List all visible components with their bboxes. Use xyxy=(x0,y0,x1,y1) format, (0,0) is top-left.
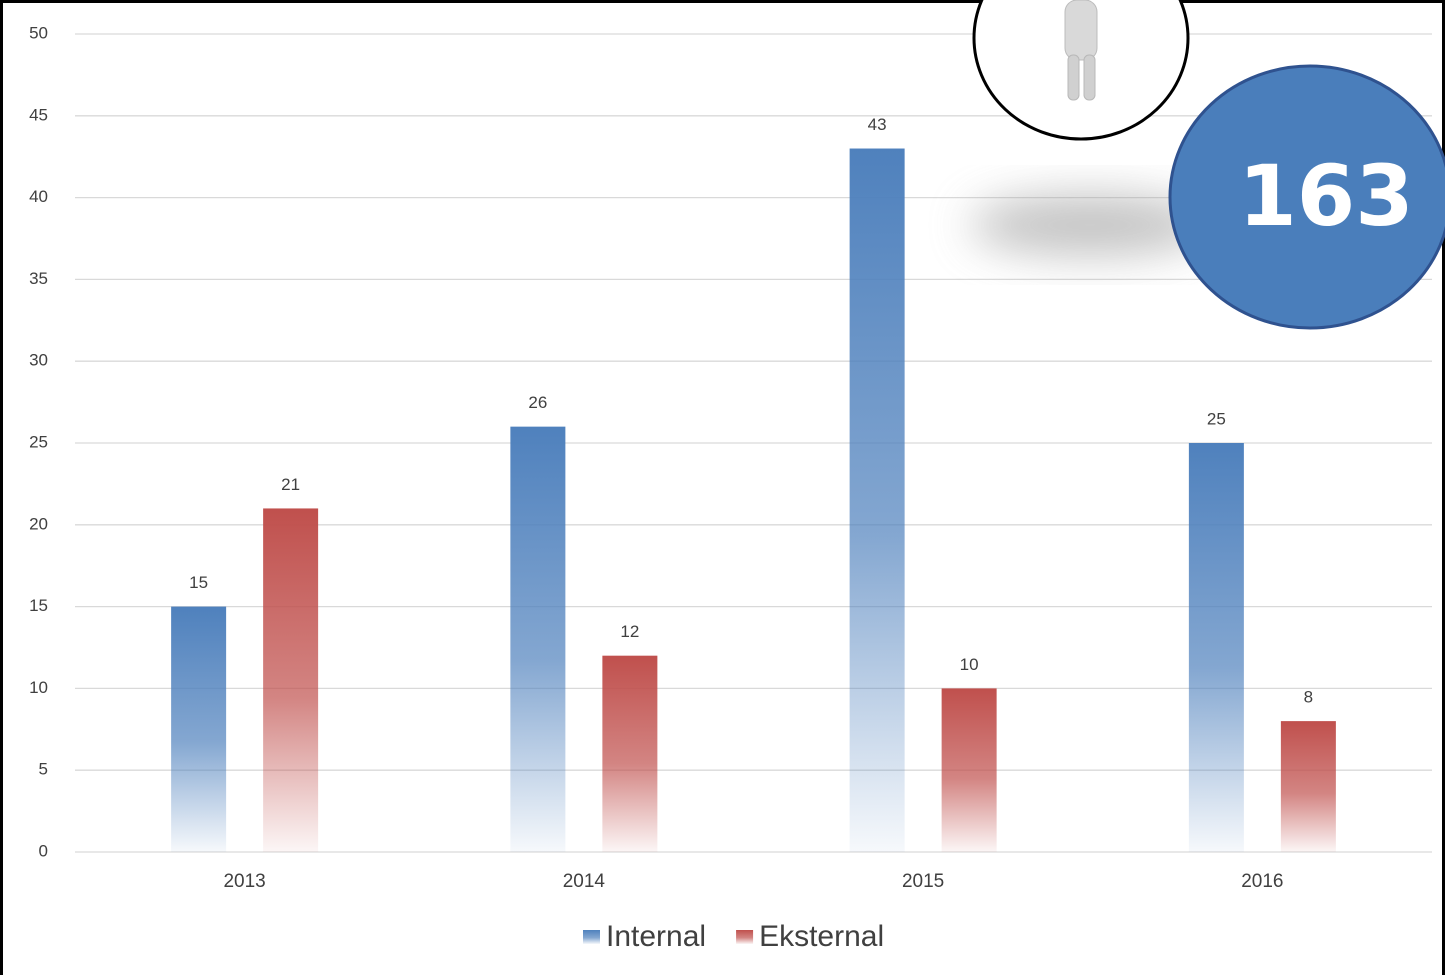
y-tick-label: 50 xyxy=(29,23,48,42)
y-tick-label: 15 xyxy=(29,596,48,615)
annotation: 163 xyxy=(1238,147,1413,245)
legend-swatch xyxy=(583,930,600,944)
value-label: 12 xyxy=(620,622,639,641)
bar xyxy=(849,148,905,852)
y-tick-label: 10 xyxy=(29,678,48,697)
total-badge: 163 xyxy=(1168,64,1445,330)
bar xyxy=(1188,443,1244,852)
y-tick-label: 20 xyxy=(29,514,48,533)
bar xyxy=(263,508,319,852)
y-tick-label: 30 xyxy=(29,351,48,370)
y-tick-label: 0 xyxy=(39,841,48,860)
legend-label: Internal xyxy=(606,920,706,953)
bar xyxy=(602,655,658,852)
figure-badge xyxy=(972,0,1190,141)
y-tick-label: 5 xyxy=(39,760,48,779)
bar xyxy=(171,606,227,852)
y-tick-label: 45 xyxy=(29,105,48,124)
legend-swatch xyxy=(736,930,754,944)
value-label: 26 xyxy=(528,393,547,412)
bar xyxy=(510,426,566,852)
value-label: 21 xyxy=(281,475,300,494)
x-tick-label: 2013 xyxy=(223,871,265,892)
y-tick-label: 35 xyxy=(29,269,48,288)
x-tick-label: 2014 xyxy=(563,871,606,892)
x-tick-label: 2016 xyxy=(1241,871,1283,892)
bar xyxy=(941,688,997,852)
x-tick-label: 2015 xyxy=(902,871,944,892)
shadow xyxy=(970,195,1210,255)
value-label: 25 xyxy=(1207,409,1226,428)
bar xyxy=(1280,721,1336,852)
value-label: 43 xyxy=(868,115,887,134)
legend-label: Eksternal xyxy=(759,920,884,953)
value-label: 8 xyxy=(1304,688,1313,707)
value-label: 10 xyxy=(960,655,979,674)
value-label: 15 xyxy=(189,573,208,592)
plot-area: 0 5 10 15 20 25 30 35 40 45 50 2013 15 21 2014 26 12 2015… xyxy=(29,23,1432,892)
y-tick-label: 25 xyxy=(29,432,48,451)
y-tick-label: 40 xyxy=(29,187,48,206)
